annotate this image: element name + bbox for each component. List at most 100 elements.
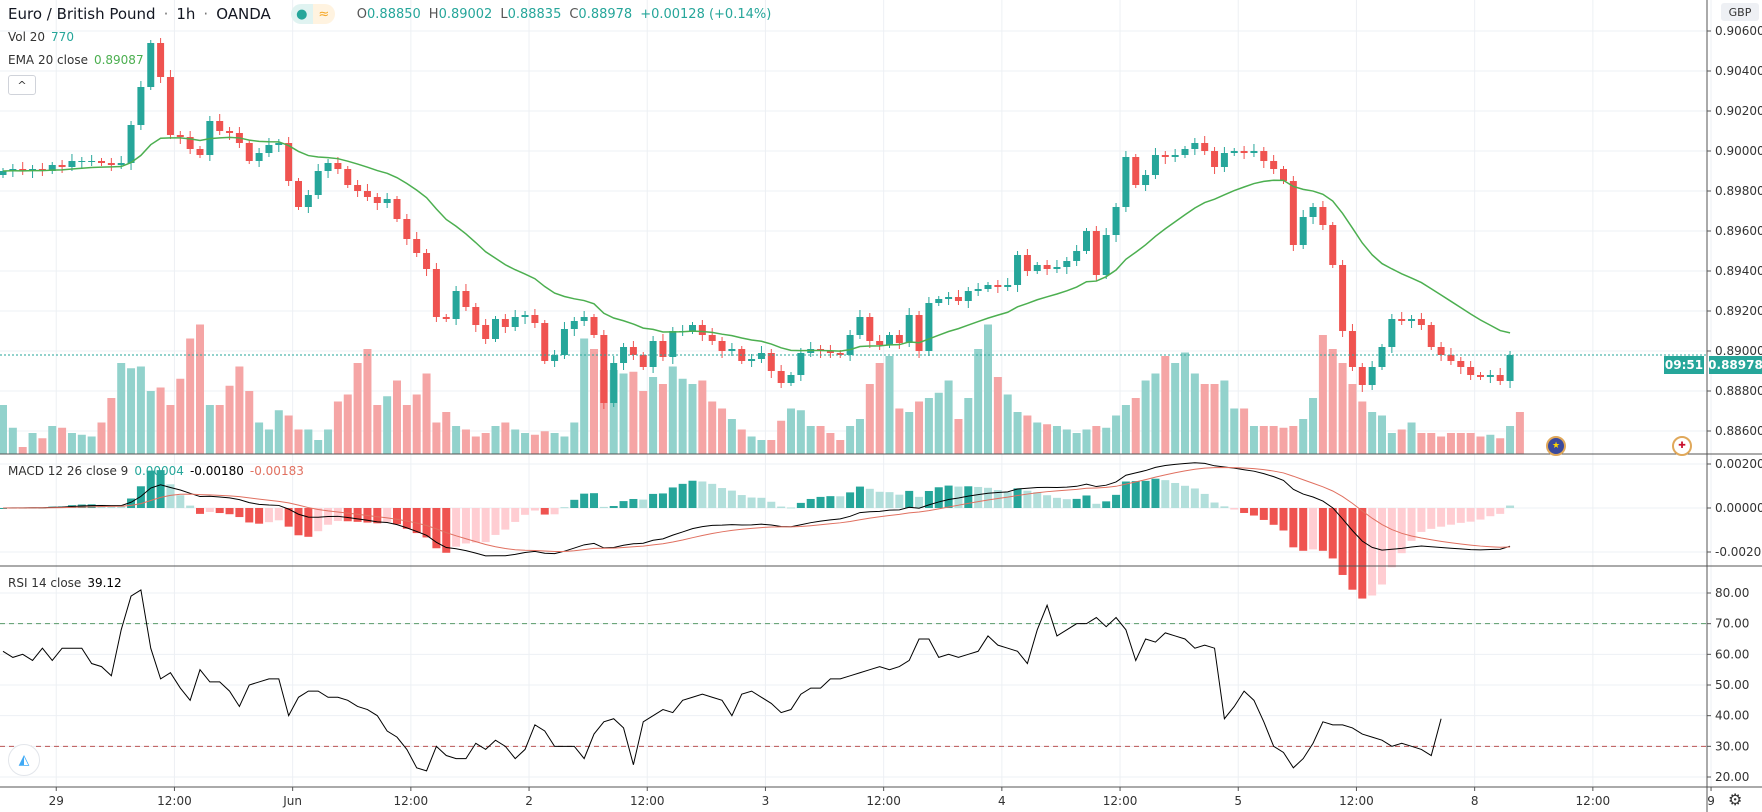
volume-bar <box>639 391 648 454</box>
symbol-name[interactable]: Euro / British Pound <box>8 5 156 23</box>
volume-bar <box>353 363 362 454</box>
macd-histogram-bar <box>1249 508 1258 516</box>
candle-body <box>226 131 234 133</box>
candle-body <box>137 87 145 125</box>
volume-bar <box>1220 380 1229 454</box>
volume-bar <box>1171 363 1180 454</box>
macd-histogram-bar <box>215 508 224 514</box>
volume-bar <box>816 426 825 454</box>
macd-histogram-bar <box>1151 478 1160 508</box>
volume-bar <box>1348 384 1357 454</box>
volume-bar <box>1131 398 1140 454</box>
macd-signal-line <box>2 466 1511 553</box>
candle-body <box>1270 161 1278 169</box>
macd-histogram-bar <box>1082 495 1091 508</box>
candle-body <box>147 43 155 87</box>
candle-body <box>1309 207 1317 217</box>
macd-histogram-bar <box>501 508 510 530</box>
volume-bar <box>984 324 992 454</box>
candle-body <box>285 143 293 181</box>
volume-bar <box>944 380 953 454</box>
macd-histogram-bar <box>1348 508 1357 590</box>
volume-bar <box>412 394 421 454</box>
macd-histogram-bar <box>550 508 559 515</box>
volume-bar <box>1072 433 1081 454</box>
time-tick-label: 3 <box>762 794 770 808</box>
candle-body <box>1112 207 1120 235</box>
macd-histogram-bar <box>1397 508 1406 554</box>
volume-bar <box>393 380 401 454</box>
volume-bar <box>1141 380 1150 454</box>
volume-bar <box>1309 398 1318 454</box>
ema-legend[interactable]: EMA 20 close 0.89087 <box>8 53 144 67</box>
uk-flag-event-icon[interactable]: ✚ <box>1672 436 1692 456</box>
macd-histogram-bar <box>885 492 894 508</box>
status-pill[interactable]: ● ≈ <box>290 4 335 24</box>
volume-bar <box>964 398 973 454</box>
candle-body <box>915 315 923 351</box>
ema-20-line <box>2 136 1511 352</box>
volume-bar <box>452 426 461 454</box>
volume-bar <box>993 377 1002 454</box>
rsi-tick-label: 80.00 <box>1715 586 1749 600</box>
candle-body <box>1388 319 1396 347</box>
macd-histogram-bar <box>225 508 234 515</box>
macd-histogram-bar <box>284 508 293 527</box>
low-label: L <box>500 6 508 22</box>
volume-bar <box>619 373 628 454</box>
macd-legend[interactable]: MACD 12 26 close 9 0.00004 -0.00180 -0.0… <box>8 464 304 478</box>
macd-histogram-bar <box>304 508 313 537</box>
candle-body <box>1299 217 1307 245</box>
interval[interactable]: 1h <box>176 5 196 23</box>
volume-bar <box>530 434 539 454</box>
price-tick-label: 0.88600 <box>1715 424 1762 438</box>
candle-body <box>452 291 460 319</box>
macd-histogram-bar <box>1033 492 1042 508</box>
currency-label[interactable]: GBP <box>1721 3 1759 21</box>
price-tick-label: 0.89600 <box>1715 224 1762 238</box>
volume-bar <box>796 410 805 454</box>
macd-histogram-bar <box>1190 488 1199 508</box>
tradingview-logo-icon[interactable]: ◭ <box>8 744 40 776</box>
macd-histogram-bar <box>590 493 598 508</box>
candle-body <box>501 319 509 327</box>
macd-line <box>2 462 1511 557</box>
volume-legend[interactable]: Vol 20 770 <box>8 30 74 44</box>
macd-histogram-bar <box>1309 508 1318 550</box>
macd-histogram-bar <box>619 501 628 508</box>
candle-body <box>935 299 943 303</box>
rsi-legend[interactable]: RSI 14 close 39.12 <box>8 576 122 590</box>
candle-body <box>166 77 174 135</box>
macd-histogram-bar <box>402 508 411 529</box>
candle-body <box>551 355 559 361</box>
volume-bar <box>1358 401 1367 454</box>
candle-body <box>314 171 322 195</box>
macd-histogram-bar <box>570 499 579 508</box>
candle-body <box>107 163 115 165</box>
macd-histogram-bar <box>1506 505 1515 508</box>
candle-body <box>1151 155 1159 175</box>
volume-bar <box>186 338 195 454</box>
macd-histogram-bar <box>846 492 855 508</box>
candle-body <box>403 219 411 239</box>
candle-body <box>560 329 568 355</box>
volume-bar <box>373 405 382 454</box>
candle-body <box>275 143 283 145</box>
macd-histogram-bar <box>1368 508 1377 596</box>
collapse-legend-button[interactable]: ^ <box>8 75 36 95</box>
candle-body <box>954 297 962 301</box>
candle-body <box>600 335 608 403</box>
candle-body <box>639 355 647 367</box>
candle-body <box>1358 367 1366 385</box>
macd-histogram-bar <box>993 490 1002 508</box>
candle-body <box>895 335 903 343</box>
macd-histogram-bar <box>264 508 273 523</box>
eu-flag-event-icon[interactable]: ★ <box>1546 436 1566 456</box>
volume-bar <box>107 398 116 454</box>
volume-bar <box>737 429 746 454</box>
macd-histogram-bar <box>974 486 983 508</box>
macd-histogram-bar <box>146 470 155 508</box>
volume-bar <box>865 384 874 454</box>
settings-gear-icon[interactable]: ⚙ <box>1728 790 1743 809</box>
